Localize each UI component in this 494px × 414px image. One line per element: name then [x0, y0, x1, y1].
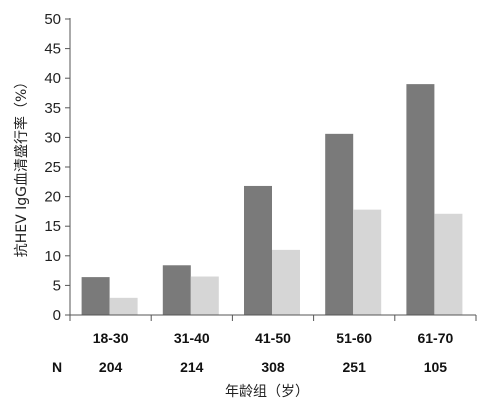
bar-series-2-31-40	[190, 276, 219, 315]
y-tick-label: 50	[44, 11, 61, 28]
bar-series-1-51-60	[325, 133, 354, 315]
n-row-value: 105	[424, 359, 448, 375]
y-tick-label: 10	[44, 248, 61, 265]
y-tick-label: 25	[44, 159, 61, 176]
x-axis-category-labels: 18-30 31-40 41-50 51-60 61-70	[93, 330, 454, 346]
n-row-value: 251	[343, 359, 367, 375]
x-category-label: 18-30	[93, 330, 129, 346]
y-axis-ticks: 0 5 10 15 20 25 30 35 40 45 50	[44, 11, 70, 324]
n-row-value: 308	[261, 359, 285, 375]
x-category-label: 41-50	[255, 330, 291, 346]
bar-series-1-41-50	[244, 185, 272, 315]
y-tick-label: 45	[44, 41, 61, 58]
y-tick-label: 0	[53, 307, 61, 324]
y-axis-title: 抗HEV IgG血清盛行率（%）	[13, 75, 30, 258]
x-category-label: 61-70	[417, 330, 453, 346]
bar-series-1-18-30	[81, 277, 110, 315]
y-tick-label: 40	[44, 70, 61, 87]
n-row-label: N	[52, 359, 62, 375]
bar-series-2-41-50	[272, 249, 300, 315]
y-tick-label: 20	[44, 189, 61, 206]
bar-series-2-61-70	[434, 213, 463, 315]
bar-series-2-51-60	[353, 209, 382, 315]
n-row-value: 214	[180, 359, 204, 375]
axes	[69, 18, 477, 321]
sample-size-row: N 204 214 308 251 105	[52, 359, 447, 375]
y-tick-label: 15	[44, 218, 61, 235]
bar-series-1-61-70	[406, 84, 435, 316]
y-tick-label: 5	[53, 277, 61, 294]
bar-series-2-18-30	[109, 297, 138, 315]
bar-series-1-31-40	[162, 265, 191, 315]
bars	[81, 84, 463, 316]
x-category-label: 51-60	[336, 330, 372, 346]
y-tick-label: 30	[44, 129, 61, 146]
y-tick-label: 35	[44, 100, 61, 117]
x-category-label: 31-40	[174, 330, 210, 346]
n-row-value: 204	[99, 359, 123, 375]
x-axis-title: 年龄组（岁）	[225, 384, 309, 400]
